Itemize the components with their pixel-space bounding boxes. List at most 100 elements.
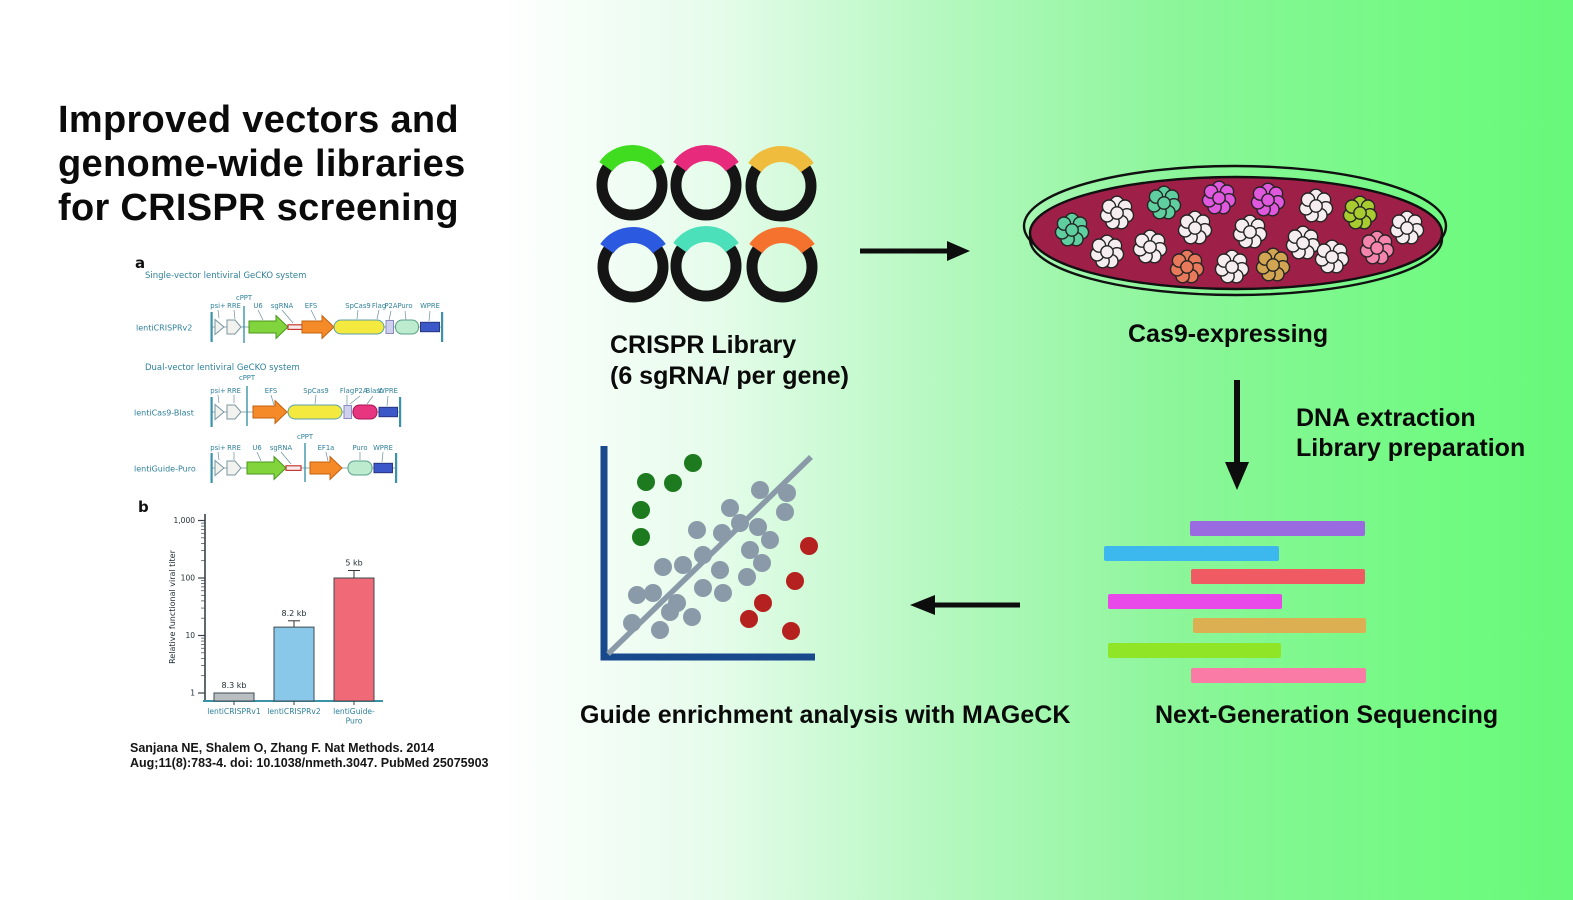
- bar-size-label: 5 kb: [345, 559, 362, 568]
- psi-element: [214, 459, 225, 477]
- library-title: CRISPR Library: [610, 331, 797, 359]
- rre-element: [226, 319, 242, 335]
- label-pointer: [217, 309, 220, 319]
- cell-colony: [1285, 225, 1321, 260]
- barchart-layer: 1 10 100 1,000 8.3 kb lentiCRISPRv1 8.2 kb lent…: [174, 514, 383, 726]
- cell-colony: [1250, 182, 1286, 217]
- p2a-element: [385, 320, 394, 334]
- psi-element: [214, 403, 225, 421]
- titer-bar: [273, 626, 315, 702]
- sequencing-read: [1193, 618, 1366, 633]
- label-pointer: [349, 395, 361, 405]
- scatter-dot-neutral: [683, 608, 701, 626]
- titer-bar: [333, 577, 375, 702]
- element-label-cppt: cPPT: [236, 294, 253, 302]
- wpre-element: [373, 462, 393, 474]
- category-label: Puro: [346, 717, 363, 726]
- cell-colony: [1201, 180, 1237, 215]
- blast-element: [352, 404, 378, 420]
- sequencing-read: [1108, 594, 1282, 609]
- label-pointer: [256, 451, 262, 462]
- scatter-dot-enriched: [632, 501, 650, 519]
- element-label-psi: psi+: [210, 444, 225, 452]
- rre-element: [226, 404, 242, 420]
- scatter-dot-neutral: [721, 499, 739, 517]
- extraction-line-2: Library preparation: [1296, 434, 1526, 462]
- category-label: lentiCRISPRv1: [207, 707, 261, 716]
- scatter-dot-enriched: [637, 473, 655, 491]
- scatter-dot-neutral: [694, 546, 712, 564]
- element-label-psi: psi+: [210, 387, 225, 395]
- scatter-dot-neutral: [644, 584, 662, 602]
- scatter-dot-neutral: [661, 603, 679, 621]
- scatter-plot: [600, 446, 818, 661]
- scatter-dot-depleted: [782, 622, 800, 640]
- plasmid-insert-arc: [599, 144, 665, 172]
- scatter-dot-enriched: [684, 454, 702, 472]
- ltr-cap: [441, 312, 444, 342]
- scatter-dot-enriched: [664, 474, 682, 492]
- y-tick-label: 1: [190, 689, 195, 698]
- u6-promoter-arrow: [246, 455, 287, 481]
- element-label-rre: RRE: [227, 444, 241, 452]
- y-tick-label: 10: [185, 631, 195, 640]
- efs-promoter-arrow: [252, 399, 288, 425]
- category-label: lentiCRISPRv2: [267, 707, 321, 716]
- scatter-dot-neutral: [651, 621, 669, 639]
- element-label-flag: Flag: [372, 302, 386, 310]
- scatter-dot-neutral: [714, 584, 732, 602]
- citation: Sanjana NE, Shalem O, Zhang F. Nat Metho…: [130, 741, 489, 771]
- cell-colony: [1214, 249, 1250, 284]
- mageck-label: Guide enrichment analysis with MAGeCK: [580, 701, 1071, 729]
- library-label: CRISPR Library (6 sgRNA/ per gene): [610, 330, 849, 392]
- scatter-dot-neutral: [623, 614, 641, 632]
- label-pointer: [356, 309, 359, 320]
- element-label-spcas9: SpCas9: [345, 302, 370, 310]
- plasmid-insert-arc: [748, 145, 814, 173]
- extraction-line-1: DNA extraction: [1296, 404, 1476, 432]
- label-pointer: [376, 309, 380, 320]
- wpre-element: [420, 321, 440, 333]
- cell-colony: [1054, 212, 1090, 247]
- label-pointer: [233, 309, 236, 320]
- bar-size-label: 8.2 kb: [282, 609, 307, 618]
- sequencing-read: [1108, 643, 1281, 658]
- scatter-dot-neutral: [711, 561, 729, 579]
- psi-element: [214, 318, 225, 336]
- page-title: Improved vectors and genome-wide librari…: [58, 98, 466, 230]
- label-pointer: [310, 309, 317, 321]
- label-pointer: [281, 309, 294, 324]
- label-pointer: [386, 395, 389, 407]
- cell-colony: [1089, 234, 1125, 269]
- wpre-element: [378, 406, 398, 418]
- label-pointer: [280, 451, 292, 465]
- scatter-dot-depleted: [800, 537, 818, 555]
- sequencing-read: [1190, 521, 1365, 536]
- element-label-wpre: WPRE: [420, 302, 440, 310]
- efs-promoter-arrow: [301, 314, 335, 340]
- citation-line-1: Sanjana NE, Shalem O, Zhang F. Nat Metho…: [130, 741, 435, 755]
- library-subtitle: (6 sgRNA/ per gene): [610, 362, 849, 390]
- element-label-psi: psi+: [210, 302, 225, 310]
- label-pointer: [217, 451, 220, 461]
- title-line-1: Improved vectors and: [58, 99, 459, 141]
- element-label-efs: EFS: [265, 387, 277, 395]
- element-label-blast: Blast: [366, 387, 383, 395]
- element-label-flag: Flag: [340, 387, 354, 395]
- vector-name-lenticas9blast: lentiCas9-Blast: [134, 409, 194, 418]
- u6-promoter-arrow: [248, 314, 289, 340]
- scatter-dot-neutral: [751, 481, 769, 499]
- cell-colony: [1298, 188, 1334, 223]
- rre-element: [226, 460, 242, 476]
- label-pointer: [270, 394, 275, 406]
- element-label-p2a: P2A: [384, 302, 397, 310]
- scatter-dot-neutral: [749, 518, 767, 536]
- scatter-dot-neutral: [713, 524, 731, 542]
- single-vector-heading: Single-vector lentiviral GeCKO system: [145, 271, 306, 281]
- arrow-right-icon: [860, 241, 970, 261]
- scatter-dot-depleted: [740, 610, 758, 628]
- plasmid-insert-arc: [600, 226, 666, 254]
- label-pointer: [325, 451, 329, 462]
- label-pointer: [217, 394, 220, 404]
